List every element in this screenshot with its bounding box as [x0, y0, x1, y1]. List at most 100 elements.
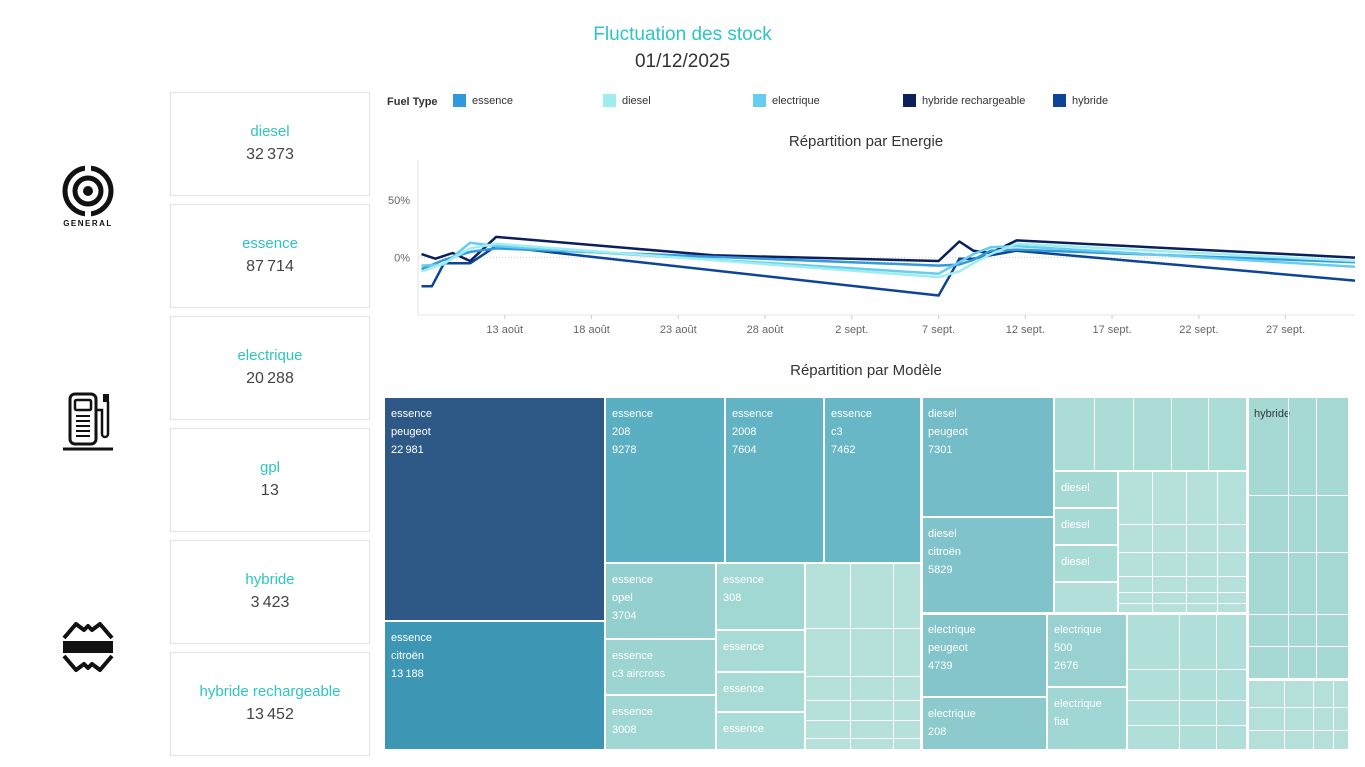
legend-swatch: [753, 94, 766, 107]
treemap-cell[interactable]: [605, 563, 716, 639]
treemap-subdivision: [1118, 592, 1247, 593]
legend-swatch: [603, 94, 616, 107]
hybrid-logo: [58, 620, 118, 674]
treemap-subdivision: [1152, 471, 1153, 613]
treemap-subdivision: [1127, 700, 1247, 701]
kpi-card-essence[interactable]: essence 87 714: [170, 204, 370, 308]
x-tick-label: 13 août: [486, 324, 523, 336]
kpi-card-hybride-rechargeable[interactable]: hybride rechargeable 13 452: [170, 652, 370, 756]
treemap-group-separator: [921, 397, 923, 750]
kpi-label: gpl: [259, 459, 281, 476]
series-line-diesel: [421, 242, 1355, 279]
treemap-subdivision: [1247, 552, 1349, 553]
treemap-cell[interactable]: [921, 697, 1047, 750]
treemap-subdivision: [1171, 397, 1172, 471]
treemap-subdivision: [805, 738, 921, 739]
treemap-subdivision: [1316, 397, 1317, 679]
series-line-hybride: [421, 244, 1355, 297]
treemap-subdivision: [1118, 603, 1247, 604]
energy-chart-title: Répartition par Energie: [788, 133, 944, 150]
treemap-cell[interactable]: [921, 397, 1054, 517]
treemap-cell[interactable]: [1047, 687, 1127, 750]
x-tick-label: 27 sept.: [1266, 324, 1305, 336]
treemap-cell[interactable]: [716, 672, 805, 712]
treemap-cell[interactable]: [605, 695, 716, 750]
kpi-card-hybride[interactable]: hybride 3 423: [170, 540, 370, 644]
treemap-subdivision: [1118, 552, 1247, 553]
treemap-cell[interactable]: [605, 397, 725, 563]
treemap-subdivision: [1247, 646, 1349, 647]
treemap-subdivision: [805, 628, 921, 629]
kpi-label: diesel: [250, 123, 290, 140]
kpi-value: 13: [260, 482, 280, 499]
treemap-cell[interactable]: [1047, 613, 1127, 687]
kpi-value: 13 452: [246, 706, 294, 723]
legend-item-diesel[interactable]: diesel: [603, 94, 651, 107]
legend-label: electrique: [772, 94, 820, 107]
treemap-cell[interactable]: [725, 397, 824, 563]
y-tick-label: 50%: [388, 195, 410, 207]
kpi-card-gpl[interactable]: gpl 13: [170, 428, 370, 532]
kpi-label: hybride: [245, 571, 295, 588]
dashboard-title: Fluctuation des stock: [593, 24, 772, 45]
x-tick-label: 7 sept.: [922, 324, 955, 336]
treemap-subdivision: [805, 720, 921, 721]
x-tick-label: 28 août: [747, 324, 784, 336]
treemap-cell[interactable]: [824, 397, 921, 563]
treemap-subdivision: [1208, 397, 1209, 471]
legend-item-hybride[interactable]: hybride: [1053, 94, 1108, 107]
treemap-cell[interactable]: [384, 621, 605, 750]
x-tick-label: 12 sept.: [1006, 324, 1045, 336]
treemap-subdivision: [1118, 576, 1247, 577]
kpi-label: hybride rechargeable: [199, 683, 341, 700]
general-logo: GENERAL: [58, 165, 118, 228]
treemap-cell[interactable]: [805, 563, 921, 750]
treemap-subdivision: [1127, 725, 1247, 726]
treemap-cell[interactable]: [1127, 613, 1247, 750]
x-tick-label: 18 août: [573, 324, 610, 336]
x-tick-label: 17 sept.: [1093, 324, 1132, 336]
x-tick-label: 23 août: [660, 324, 697, 336]
legend-swatch: [1053, 94, 1066, 107]
legend-item-electrique[interactable]: electrique: [753, 94, 820, 107]
treemap-subdivision: [1247, 707, 1349, 708]
treemap-subdivision: [1247, 614, 1349, 615]
treemap-subdivision: [1333, 679, 1334, 750]
treemap-cell[interactable]: [716, 563, 805, 630]
kpi-value: 32 373: [246, 146, 294, 163]
treemap-cell[interactable]: [1054, 582, 1118, 613]
kpi-value: 20 288: [246, 370, 294, 387]
treemap-cell[interactable]: [921, 517, 1054, 613]
treemap-cell[interactable]: [605, 639, 716, 695]
legend-label: diesel: [622, 94, 651, 107]
treemap-cell[interactable]: [1054, 508, 1118, 545]
kpi-label: essence: [242, 235, 298, 252]
treemap-cell[interactable]: [716, 630, 805, 672]
general-logo-text: GENERAL: [63, 219, 113, 228]
treemap-cell[interactable]: [1247, 397, 1349, 679]
treemap-cell[interactable]: [1247, 679, 1349, 750]
treemap-cell[interactable]: [1054, 471, 1118, 508]
treemap-cell[interactable]: [1118, 471, 1247, 613]
treemap-subdivision: [1313, 679, 1314, 750]
kpi-value: 3 423: [250, 594, 290, 611]
kpi-label: electrique: [237, 347, 303, 364]
treemap-subdivision: [805, 676, 921, 677]
treemap-cell[interactable]: [384, 397, 605, 621]
treemap-subdivision: [1288, 397, 1289, 679]
target-icon: [62, 165, 114, 217]
kpi-card-diesel[interactable]: diesel 32 373: [170, 92, 370, 196]
kpi-card-electrique[interactable]: electrique 20 288: [170, 316, 370, 420]
treemap-subdivision: [805, 700, 921, 701]
treemap-cell[interactable]: [716, 712, 805, 750]
legend-item-essence[interactable]: essence: [453, 94, 513, 107]
treemap-subdivision: [1127, 669, 1247, 670]
legend-item-hybride-rechargeable[interactable]: hybride rechargeable: [903, 94, 1025, 107]
treemap-cell[interactable]: [921, 613, 1047, 697]
treemap-cell[interactable]: [1054, 397, 1247, 471]
x-tick-label: 2 sept.: [835, 324, 868, 336]
treemap-group-separator: [1247, 678, 1349, 681]
treemap-cell[interactable]: [1054, 545, 1118, 582]
legend-swatch: [903, 94, 916, 107]
energy-line-chart[interactable]: 0% 50% 13 août 18 août 23 août 28 août 2 sept.…: [380, 158, 1355, 348]
